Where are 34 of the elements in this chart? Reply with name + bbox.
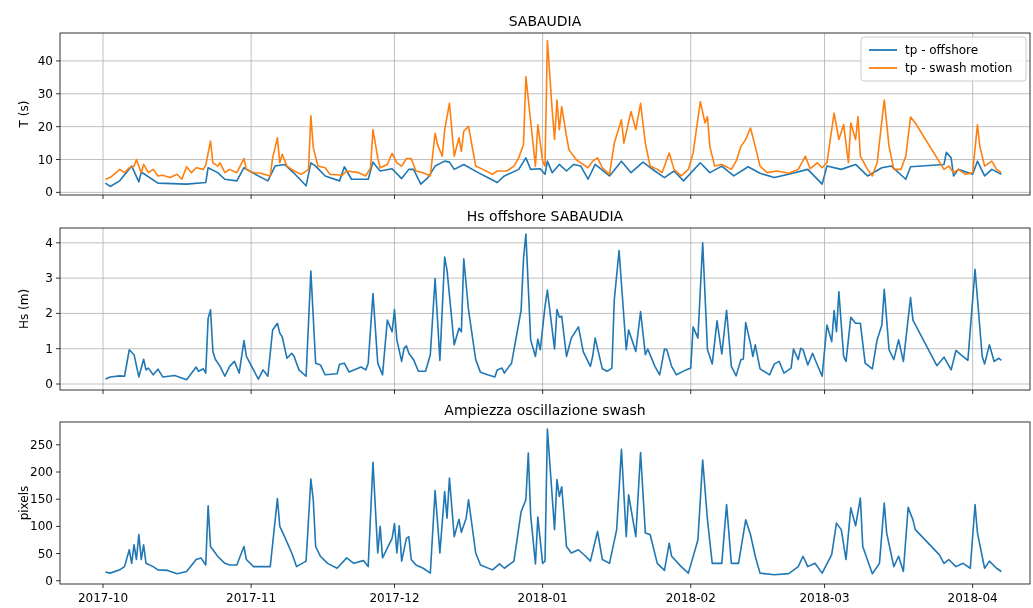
y-axis-title: T (s) — [17, 100, 31, 129]
x-tick-label: 2017-11 — [226, 591, 277, 605]
y-tick-label: 0 — [45, 185, 53, 200]
x-tick-label: 2017-10 — [77, 591, 129, 605]
y-tick-label: 40 — [37, 53, 53, 68]
chart-title: Hs offshore SABAUDIA — [466, 208, 624, 224]
y-tick-label: 2 — [45, 306, 53, 321]
y-tick-label: 10 — [37, 152, 53, 167]
y-tick-label: 0 — [45, 377, 53, 391]
y-tick-label: 200 — [30, 465, 53, 480]
line-series — [104, 428, 1003, 576]
legend-label: tp - offshore — [905, 43, 979, 57]
x-tick-label: 2018-02 — [665, 591, 716, 605]
y-tick-label: 30 — [37, 86, 53, 101]
y-tick-label: 1 — [45, 341, 53, 356]
chart-title: Ampiezza oscillazione swash — [444, 402, 646, 418]
x-tick-label: 2018-03 — [799, 591, 850, 605]
x-tick-label: 2018-01 — [517, 591, 568, 605]
y-axis-title: Hs (m) — [17, 288, 31, 330]
legend-label: tp - swash motion — [905, 61, 1013, 75]
x-tick-label: 2018-04 — [947, 591, 998, 605]
y-tick-label: 150 — [30, 492, 53, 507]
y-axis-title: pixels — [17, 485, 31, 521]
y-tick-label: 0 — [45, 573, 53, 588]
x-tick-label: 2017-12 — [369, 591, 420, 605]
y-tick-label: 20 — [37, 119, 53, 134]
y-tick-label: 100 — [30, 519, 53, 534]
line-series — [104, 151, 1003, 188]
line-series — [104, 233, 1003, 381]
chart-title: SABAUDIA — [508, 13, 582, 29]
y-tick-label: 4 — [45, 235, 53, 250]
y-tick-label: 3 — [45, 271, 53, 286]
y-tick-label: 50 — [37, 546, 53, 561]
y-tick-label: 250 — [30, 437, 53, 452]
